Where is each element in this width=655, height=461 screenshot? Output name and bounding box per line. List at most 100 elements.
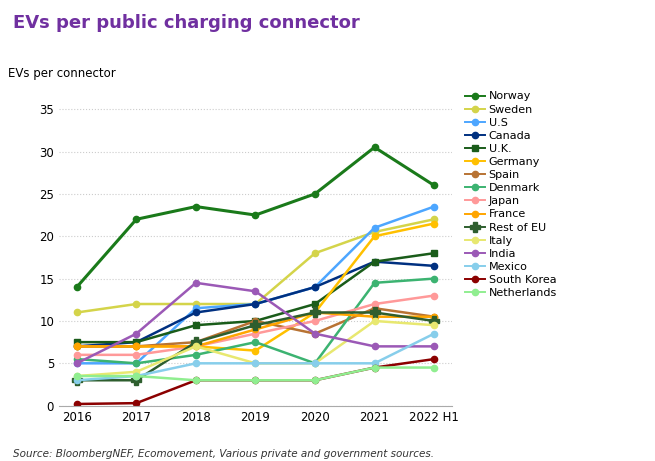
Germany (192, 343, 200, 349)
South Korea (430, 356, 438, 362)
U.K. (132, 339, 140, 345)
Netherlands (371, 365, 379, 370)
Spain (132, 343, 140, 349)
Netherlands (132, 373, 140, 379)
Mexico (192, 361, 200, 366)
South Korea (73, 401, 81, 407)
Spain (311, 331, 319, 337)
South Korea (132, 400, 140, 406)
Spain (252, 318, 259, 324)
France (73, 343, 81, 349)
U.S (252, 301, 259, 307)
Sweden (132, 301, 140, 307)
Germany (311, 310, 319, 315)
U.S (371, 225, 379, 230)
Netherlands (252, 378, 259, 383)
Line: Netherlands: Netherlands (74, 365, 437, 384)
Sweden (430, 217, 438, 222)
Legend: Norway, Sweden, U.S, Canada, U.K., Germany, Spain, Denmark, Japan, France, Rest : Norway, Sweden, U.S, Canada, U.K., Germa… (465, 91, 557, 298)
Rest of EU (132, 378, 140, 383)
Rest of EU (371, 310, 379, 315)
Netherlands (73, 373, 81, 379)
Canada (371, 259, 379, 265)
South Korea (192, 378, 200, 383)
Line: Italy: Italy (74, 318, 437, 379)
Denmark (311, 361, 319, 366)
Netherlands (430, 365, 438, 370)
Canada (430, 263, 438, 269)
Italy (430, 322, 438, 328)
South Korea (371, 365, 379, 370)
France (252, 327, 259, 332)
U.S (192, 306, 200, 311)
Italy (252, 361, 259, 366)
Norway (430, 183, 438, 188)
U.S (430, 204, 438, 209)
Rest of EU (252, 322, 259, 328)
Line: Rest of EU: Rest of EU (72, 307, 439, 385)
Line: Japan: Japan (74, 292, 437, 358)
Sweden (371, 229, 379, 235)
Line: Germany: Germany (74, 220, 437, 354)
Spain (192, 339, 200, 345)
U.S (73, 361, 81, 366)
Norway (252, 212, 259, 218)
Italy (192, 343, 200, 349)
Canada (192, 310, 200, 315)
Japan (132, 352, 140, 358)
France (371, 314, 379, 319)
India (132, 331, 140, 337)
Line: Mexico: Mexico (74, 331, 437, 384)
Norway (311, 191, 319, 197)
Mexico (73, 378, 81, 383)
Canada (73, 343, 81, 349)
Denmark (192, 352, 200, 358)
Line: Sweden: Sweden (74, 216, 437, 316)
Rest of EU (192, 339, 200, 345)
France (192, 343, 200, 349)
U.K. (73, 339, 81, 345)
U.S (311, 284, 319, 290)
Japan (311, 318, 319, 324)
France (430, 314, 438, 319)
Italy (73, 373, 81, 379)
Canada (311, 284, 319, 290)
India (192, 280, 200, 286)
Text: EVs per connector: EVs per connector (8, 67, 116, 80)
U.K. (371, 259, 379, 265)
Mexico (311, 361, 319, 366)
Denmark (73, 356, 81, 362)
Japan (430, 293, 438, 298)
Mexico (132, 373, 140, 379)
Text: EVs per public charging connector: EVs per public charging connector (13, 14, 360, 32)
Line: Spain: Spain (74, 305, 437, 349)
Italy (371, 318, 379, 324)
Line: U.S: U.S (74, 203, 437, 366)
Canada (252, 301, 259, 307)
Spain (430, 314, 438, 319)
Denmark (252, 339, 259, 345)
Line: India: India (74, 280, 437, 366)
Japan (192, 343, 200, 349)
U.K. (311, 301, 319, 307)
Denmark (371, 280, 379, 286)
Japan (73, 352, 81, 358)
South Korea (252, 378, 259, 383)
Line: Norway: Norway (74, 144, 437, 290)
Norway (73, 284, 81, 290)
Mexico (430, 331, 438, 337)
Line: U.K.: U.K. (74, 250, 437, 345)
Denmark (430, 276, 438, 281)
Text: Source: BloombergNEF, Ecomovement, Various private and government sources.: Source: BloombergNEF, Ecomovement, Vario… (13, 449, 434, 459)
Sweden (192, 301, 200, 307)
Mexico (252, 361, 259, 366)
Italy (311, 361, 319, 366)
U.K. (252, 318, 259, 324)
India (252, 289, 259, 294)
Germany (371, 233, 379, 239)
Rest of EU (430, 318, 438, 324)
Germany (430, 221, 438, 226)
Mexico (371, 361, 379, 366)
Canada (132, 339, 140, 345)
Rest of EU (73, 378, 81, 383)
